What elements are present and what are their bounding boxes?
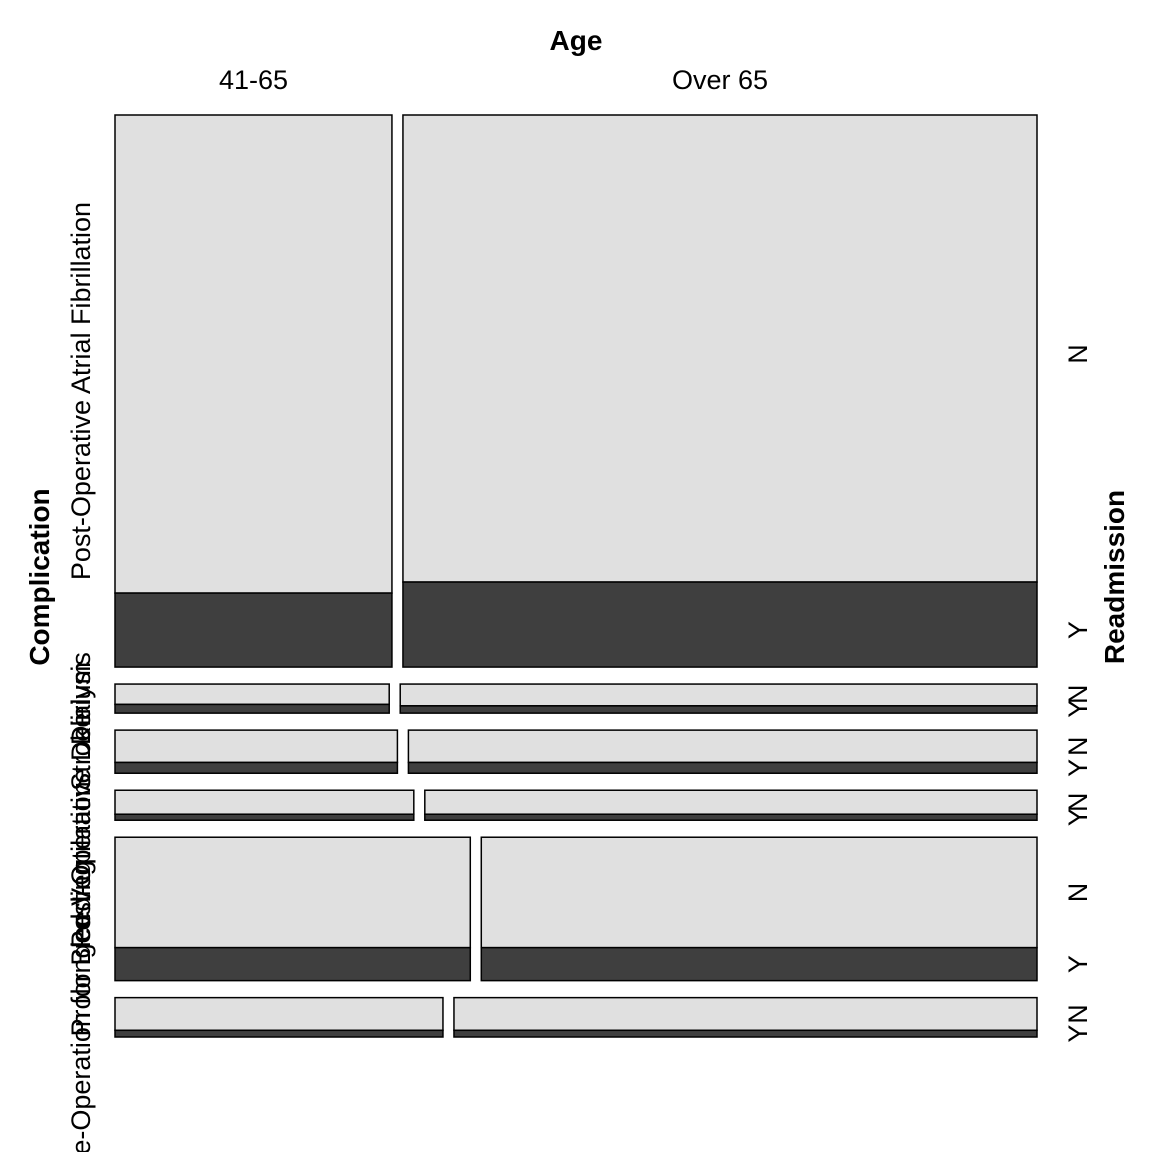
z-variable-title: Readmission <box>1099 490 1130 664</box>
complication-category-label: Post-Operative Delirium <box>66 662 96 949</box>
readmission-level-label: Y <box>1063 700 1093 718</box>
readmission-level-label: N <box>1063 1004 1093 1024</box>
tile-readmission-y <box>114 946 472 982</box>
tile-readmission-n <box>114 789 415 815</box>
mosaic-tiles <box>114 114 1038 1038</box>
readmission-level-label: N <box>1063 883 1093 903</box>
tile-readmission-n <box>453 996 1038 1032</box>
tile-readmission-n <box>399 683 1038 707</box>
complication-category-label: Dialysis <box>66 652 96 745</box>
readmission-level-label: Y <box>1063 955 1093 973</box>
readmission-level-label: N <box>1063 684 1093 704</box>
tile-readmission-n <box>114 683 390 706</box>
tile-readmission-y <box>399 705 1038 714</box>
tile-readmission-n <box>480 836 1038 949</box>
readmission-level-label: Y <box>1063 1025 1093 1043</box>
tile-readmission-n <box>114 996 444 1032</box>
tile-readmission-y <box>114 761 399 774</box>
tile-readmission-n <box>114 836 472 949</box>
complication-category-label: Prolonged Ventilation <box>66 781 96 1036</box>
age-category-label: Over 65 <box>672 65 768 95</box>
tile-readmission-y <box>114 703 390 714</box>
complication-category-label: Stroke <box>66 713 96 791</box>
tile-readmission-n <box>424 789 1038 815</box>
tile-readmission-y <box>453 1029 1038 1038</box>
tile-readmission-y <box>480 946 1038 982</box>
complication-category-label: Re-Operation for Bleeding <box>66 860 96 1152</box>
tile-readmission-y <box>114 813 415 821</box>
tile-readmission-n <box>114 114 393 594</box>
tile-readmission-n <box>114 729 399 764</box>
tile-readmission-y <box>402 581 1038 668</box>
complication-category-label: Post-Operative Atrial Fibrillation <box>66 202 96 580</box>
age-category-label: 41-65 <box>219 65 288 95</box>
x-variable-title: Age <box>550 25 603 56</box>
tile-readmission-y <box>114 1029 444 1038</box>
readmission-level-label: N <box>1063 344 1093 364</box>
readmission-level-label: Y <box>1063 808 1093 826</box>
tile-readmission-n <box>407 729 1038 764</box>
tile-readmission-n <box>402 114 1038 583</box>
readmission-level-label: Y <box>1063 759 1093 777</box>
tile-readmission-y <box>407 761 1038 774</box>
readmission-level-label: Y <box>1063 621 1093 639</box>
y-variable-title: Complication <box>24 488 55 665</box>
readmission-level-label: N <box>1063 792 1093 812</box>
tile-readmission-y <box>424 813 1038 821</box>
readmission-level-label: N <box>1063 737 1093 757</box>
tile-readmission-y <box>114 592 393 668</box>
